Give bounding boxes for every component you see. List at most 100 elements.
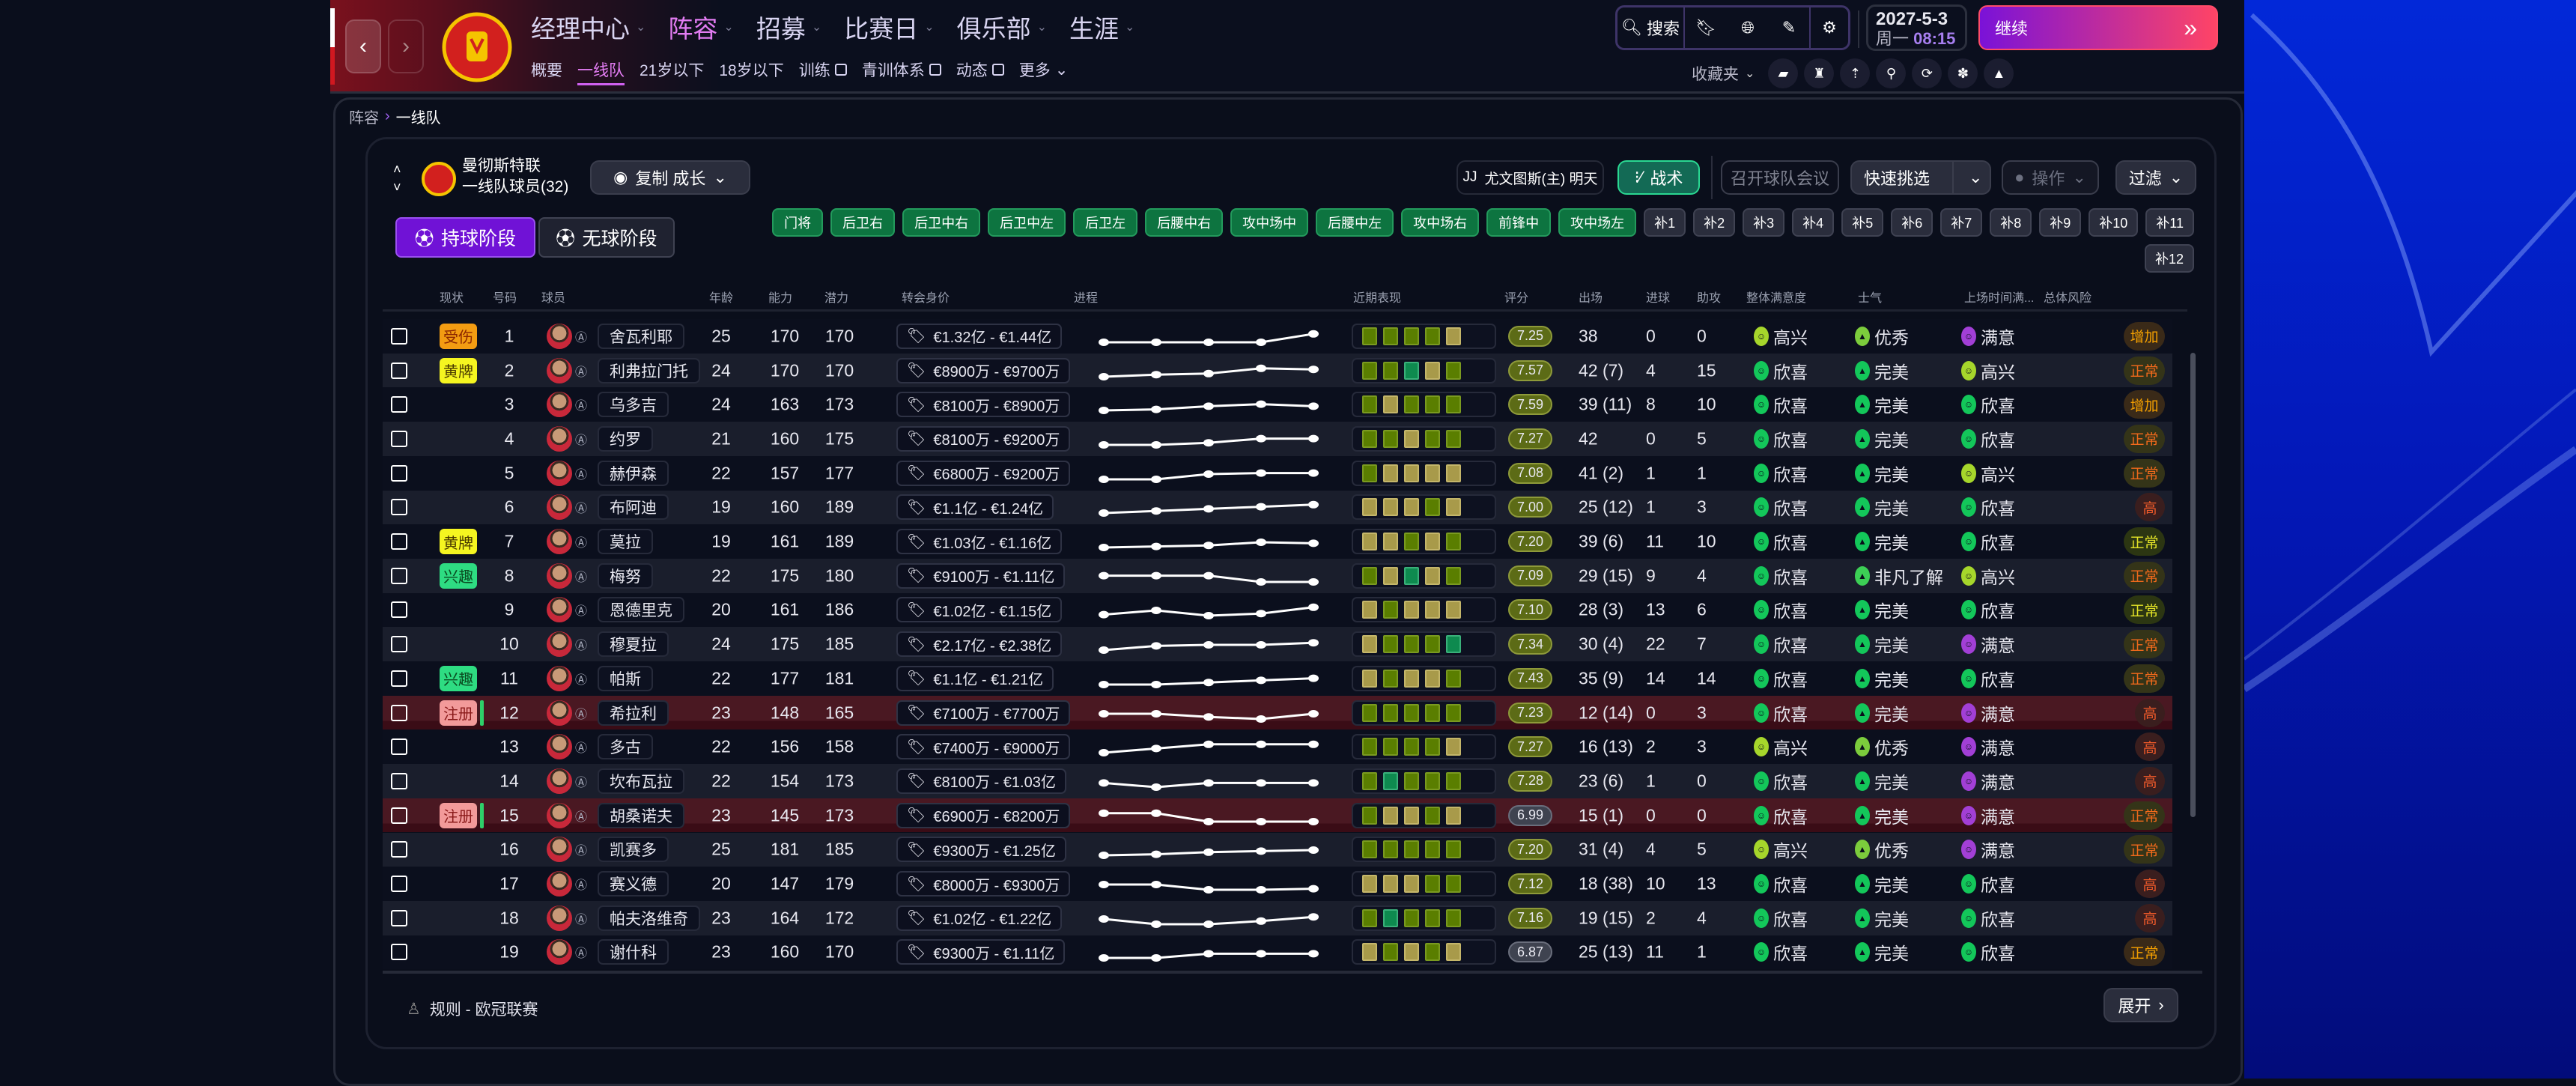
subnav-5[interactable]: 青训体系 (862, 55, 941, 84)
player-avatar[interactable] (547, 768, 572, 794)
select-checkbox[interactable] (391, 670, 407, 687)
player-name[interactable]: 布阿迪 (598, 494, 669, 521)
player-avatar[interactable] (547, 562, 572, 589)
subnav-6[interactable]: 动态 (956, 55, 1004, 84)
sub-slot[interactable]: 补10 (2089, 208, 2139, 237)
rules-info[interactable]: ♙ 规则 - 欧冠联赛 (407, 1000, 538, 1019)
subnav-0[interactable]: 概要 (531, 55, 562, 84)
tactics-button[interactable]: ⁝⁄ 战术 (1617, 160, 1700, 195)
select-checkbox[interactable] (391, 430, 407, 447)
sub-slot[interactable]: 补3 (1743, 208, 1785, 237)
column-header[interactable]: 整体满意度 (1746, 292, 1807, 305)
scout-button[interactable]: ⚲ (1876, 58, 1907, 88)
nav-3[interactable]: 比赛日 ⌄ (844, 9, 934, 45)
chevron-down-icon[interactable]: ⌄ (1745, 67, 1755, 80)
transfer-value[interactable]: 🏷︎ €8900万 - €9700万 (896, 357, 1071, 383)
cone-button[interactable]: ▲ (1984, 58, 2014, 88)
recent-form[interactable] (1352, 597, 1496, 623)
column-header[interactable]: 总体风险 (2044, 292, 2092, 305)
player-name[interactable]: 利弗拉门托 (598, 357, 700, 383)
recent-form[interactable] (1352, 323, 1496, 349)
table-row[interactable]: 18 Ⓐ 帕夫洛维奇 23 164 172 🏷︎ €1.02亿 - €1.22亿 7.16 19 … (383, 900, 2172, 935)
player-avatar[interactable] (547, 837, 572, 863)
transfer-value[interactable]: 🏷︎ €7400万 - €9000万 (896, 734, 1071, 760)
subnav-1[interactable]: 一线队 (577, 55, 625, 85)
column-header[interactable]: 号码 (493, 292, 517, 305)
position-slot[interactable]: 后卫右 (830, 208, 896, 237)
transfer-value[interactable]: 🏷︎ €1.02亿 - €1.22亿 (896, 905, 1063, 931)
player-name[interactable]: 多古 (598, 734, 653, 760)
favorites-dropdown[interactable]: 收藏夹 (1692, 66, 1739, 83)
table-row[interactable]: 19 Ⓐ 谢什科 23 160 170 🏷︎ €9300万 - €1.11亿 6.87 25 (1… (383, 935, 2172, 970)
player-name[interactable]: 帕斯 (598, 665, 653, 691)
position-slot[interactable]: 攻中场中 (1230, 208, 1309, 237)
transfer-value[interactable]: 🏷︎ €8100万 - €9200万 (896, 425, 1071, 452)
position-slot[interactable]: 攻中场左 (1558, 208, 1637, 237)
player-name[interactable]: 恩德里克 (598, 597, 684, 623)
table-row[interactable]: 兴趣 8 Ⓐ 梅努 22 175 180 🏷︎ €9100万 - €1.11亿 7.09 29 (1… (383, 558, 2172, 593)
position-slot[interactable]: 门将 (772, 208, 824, 237)
filter-button[interactable]: 过滤 ⌄ (2115, 160, 2196, 195)
globe-button[interactable]: 🌐︎ (1727, 7, 1769, 48)
player-avatar[interactable] (547, 631, 572, 658)
search-button[interactable]: 🔍︎ 搜索 (1617, 7, 1685, 48)
player-avatar[interactable] (547, 871, 572, 897)
recent-form[interactable] (1352, 939, 1496, 965)
player-avatar[interactable] (547, 323, 572, 349)
player-avatar[interactable] (547, 665, 572, 691)
select-checkbox[interactable] (391, 772, 407, 789)
position-slot[interactable]: 后卫左 (1073, 208, 1138, 237)
player-name[interactable]: 赫伊森 (598, 460, 669, 486)
transfer-value[interactable]: 🏷︎ €8100万 - €8900万 (896, 392, 1071, 418)
select-checkbox[interactable] (391, 841, 407, 858)
table-row[interactable]: 注册 12 Ⓐ 希拉利 23 148 165 🏷︎ €7100万 - €7700万 7.23 12 … (383, 695, 2172, 730)
paw-button[interactable]: ✽ (1948, 58, 1978, 88)
select-checkbox[interactable] (391, 944, 407, 961)
column-header[interactable]: 年龄 (709, 292, 734, 305)
recent-form[interactable] (1352, 392, 1496, 418)
transfer-value[interactable]: 🏷︎ €1.1亿 - €1.21亿 (896, 665, 1054, 691)
transfer-value[interactable]: 🏷︎ €9300万 - €1.11亿 (896, 939, 1066, 965)
table-row[interactable]: 黄牌 7 Ⓐ 莫拉 19 161 189 🏷︎ €1.03亿 - €1.16亿 7.20 39 (6… (383, 524, 2172, 559)
select-checkbox[interactable] (391, 601, 407, 619)
select-checkbox[interactable] (391, 362, 407, 379)
recent-form[interactable] (1352, 357, 1496, 383)
player-avatar[interactable] (547, 460, 572, 486)
subnav-7[interactable]: 更多 ⌄ (1019, 55, 1069, 84)
column-header[interactable]: 现状 (440, 292, 464, 305)
sub-slot[interactable]: 补4 (1792, 208, 1835, 237)
nav-1[interactable]: 阵容 ⌄ (668, 9, 733, 45)
column-header[interactable]: 潜力 (824, 292, 849, 305)
nav-5[interactable]: 生涯 ⌄ (1069, 9, 1134, 45)
player-avatar[interactable] (547, 425, 572, 452)
recent-form[interactable] (1352, 529, 1496, 555)
player-name[interactable]: 坎布瓦拉 (598, 768, 684, 794)
recent-form[interactable] (1352, 768, 1496, 794)
column-header[interactable]: 进球 (1646, 292, 1671, 305)
column-header[interactable]: 进程 (1074, 292, 1099, 305)
forward-button[interactable]: › (388, 19, 424, 73)
select-checkbox[interactable] (391, 464, 407, 482)
transfer-value[interactable]: 🏷︎ €9300万 - €1.25亿 (896, 837, 1066, 863)
recent-form[interactable] (1352, 665, 1496, 691)
position-slot[interactable]: 前锋中 (1486, 208, 1552, 237)
select-checkbox[interactable] (391, 567, 407, 584)
recent-form[interactable] (1352, 802, 1496, 828)
recent-form[interactable] (1352, 837, 1496, 863)
select-checkbox[interactable] (391, 704, 407, 721)
select-checkbox[interactable] (391, 909, 407, 926)
table-row[interactable]: 黄牌 2 Ⓐ 利弗拉门托 24 170 170 🏷︎ €8900万 - €9700万 7.57 42… (383, 353, 2172, 388)
settings-button[interactable]: ⚙ (1811, 7, 1848, 48)
player-avatar[interactable] (547, 802, 572, 828)
transfer-value[interactable]: 🏷︎ €7100万 - €7700万 (896, 700, 1071, 726)
nav-0[interactable]: 经理中心 ⌄ (531, 9, 645, 45)
column-header[interactable]: 近期表现 (1353, 292, 1402, 305)
sub-slot[interactable]: 补2 (1693, 208, 1736, 237)
player-name[interactable]: 乌多吉 (598, 392, 669, 418)
player-name[interactable]: 梅努 (598, 562, 653, 589)
table-row[interactable]: 10 Ⓐ 穆夏拉 24 175 185 🏷︎ €2.17亿 - €2.38亿 7.34 30 (4… (383, 627, 2172, 661)
next-match-button[interactable]: JJ 尤文图斯(主) 明天 (1456, 160, 1604, 195)
continue-button[interactable]: 继续 » (1978, 5, 2218, 50)
column-header[interactable]: 评分 (1504, 292, 1529, 305)
select-checkbox[interactable] (391, 636, 407, 653)
